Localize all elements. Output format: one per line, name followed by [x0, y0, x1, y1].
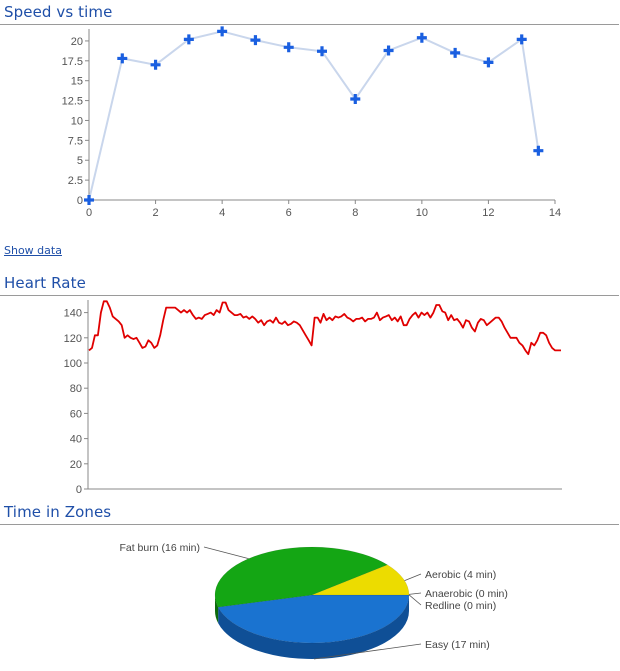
- pie-slice-label: Fat burn (16 min): [119, 542, 200, 554]
- speed-x-tick-label: 10: [416, 207, 428, 219]
- speed-y-tick-label: 12.5: [62, 96, 83, 108]
- speed-data-point: [317, 46, 327, 57]
- speed-y-tick-label: 0: [77, 195, 83, 207]
- speed-y-tick-label: 10: [71, 115, 83, 127]
- speed-data-point: [217, 26, 228, 37]
- pie-slice: [214, 546, 389, 608]
- heart-rate-title: Heart Rate: [4, 274, 86, 292]
- speed-y-tick-label: 17.5: [62, 56, 83, 68]
- speed-chart-title: Speed vs time: [4, 3, 113, 21]
- zones-title: Time in Zones: [4, 503, 112, 521]
- speed-chart: 0 2.5 5 7.5 10 12.5 15 17.5 20 0 2 4 6 8 10 12 14: [62, 26, 561, 219]
- speed-data-point: [250, 35, 261, 46]
- speed-x-tick-label: 2: [153, 207, 159, 219]
- speed-y-tick-label: 2.5: [68, 175, 83, 187]
- heart-y-tick-label: 40: [70, 434, 82, 446]
- pie-slice-label: Easy (17 min): [425, 639, 490, 651]
- speed-data-point: [516, 34, 527, 45]
- heart-y-tick-label: 140: [64, 308, 82, 320]
- speed-x-tick-label: 0: [86, 207, 92, 219]
- speed-y-tick-label: 5: [77, 155, 83, 167]
- heart-y-tick-label: 100: [64, 358, 82, 370]
- pie-leader-line: [404, 573, 422, 582]
- speed-x-tick-label: 14: [549, 207, 561, 219]
- speed-y-tick-label: 7.5: [68, 135, 83, 147]
- speed-data-point: [416, 32, 427, 43]
- zones-title-divider: [0, 524, 619, 525]
- pie-leader-line: [313, 643, 422, 660]
- pie-slice: [217, 594, 410, 644]
- heart-rate-line: [88, 300, 561, 356]
- heart-title-divider: [0, 295, 619, 296]
- pie-leader-line: [408, 594, 422, 606]
- speed-data-point: [483, 57, 494, 68]
- pie-leader-line: [408, 592, 422, 595]
- pie-slice-side: [218, 595, 409, 659]
- speed-x-tick-label: 12: [482, 207, 494, 219]
- heart-y-tick-label: 120: [64, 333, 82, 345]
- pie-slice-label: Redline (0 min): [425, 600, 496, 612]
- speed-x-tick-label: 4: [219, 207, 225, 219]
- heart-y-tick-label: 0: [76, 484, 82, 496]
- speed-x-tick-label: 8: [352, 207, 358, 219]
- pie-slice-label: Aerobic (4 min): [425, 569, 496, 581]
- speed-series-line: [88, 30, 540, 201]
- heart-y-tick-label: 60: [70, 408, 82, 420]
- speed-data-point: [383, 45, 394, 56]
- pie-slice: [311, 564, 410, 596]
- speed-data-point: [283, 42, 294, 53]
- pie-slice-label: Anaerobic (0 min): [425, 588, 508, 600]
- speed-data-point: [450, 47, 461, 58]
- speed-data-point: [117, 53, 128, 64]
- speed-x-tick-label: 6: [286, 207, 292, 219]
- heart-y-tick-label: 20: [70, 459, 82, 471]
- speed-data-point: [150, 59, 161, 70]
- zones-pie-chart: Easy (17 min) Fat burn (16 min) Aerobic (4…: [119, 542, 508, 660]
- speed-data-point: [350, 93, 361, 104]
- show-data-link[interactable]: Show data: [4, 244, 62, 257]
- speed-data-point: [84, 195, 94, 205]
- speed-y-tick-label: 20: [71, 36, 83, 48]
- pie-slice-side: [215, 595, 219, 624]
- pie-leader-line: [203, 546, 249, 560]
- heart-y-tick-label: 80: [70, 383, 82, 395]
- speed-data-point: [183, 34, 194, 45]
- heart-rate-chart: 0 20 40 60 80 100 120 140: [64, 300, 562, 496]
- speed-title-divider: [0, 24, 619, 25]
- speed-data-point: [533, 145, 544, 156]
- speed-y-tick-label: 15: [71, 76, 83, 88]
